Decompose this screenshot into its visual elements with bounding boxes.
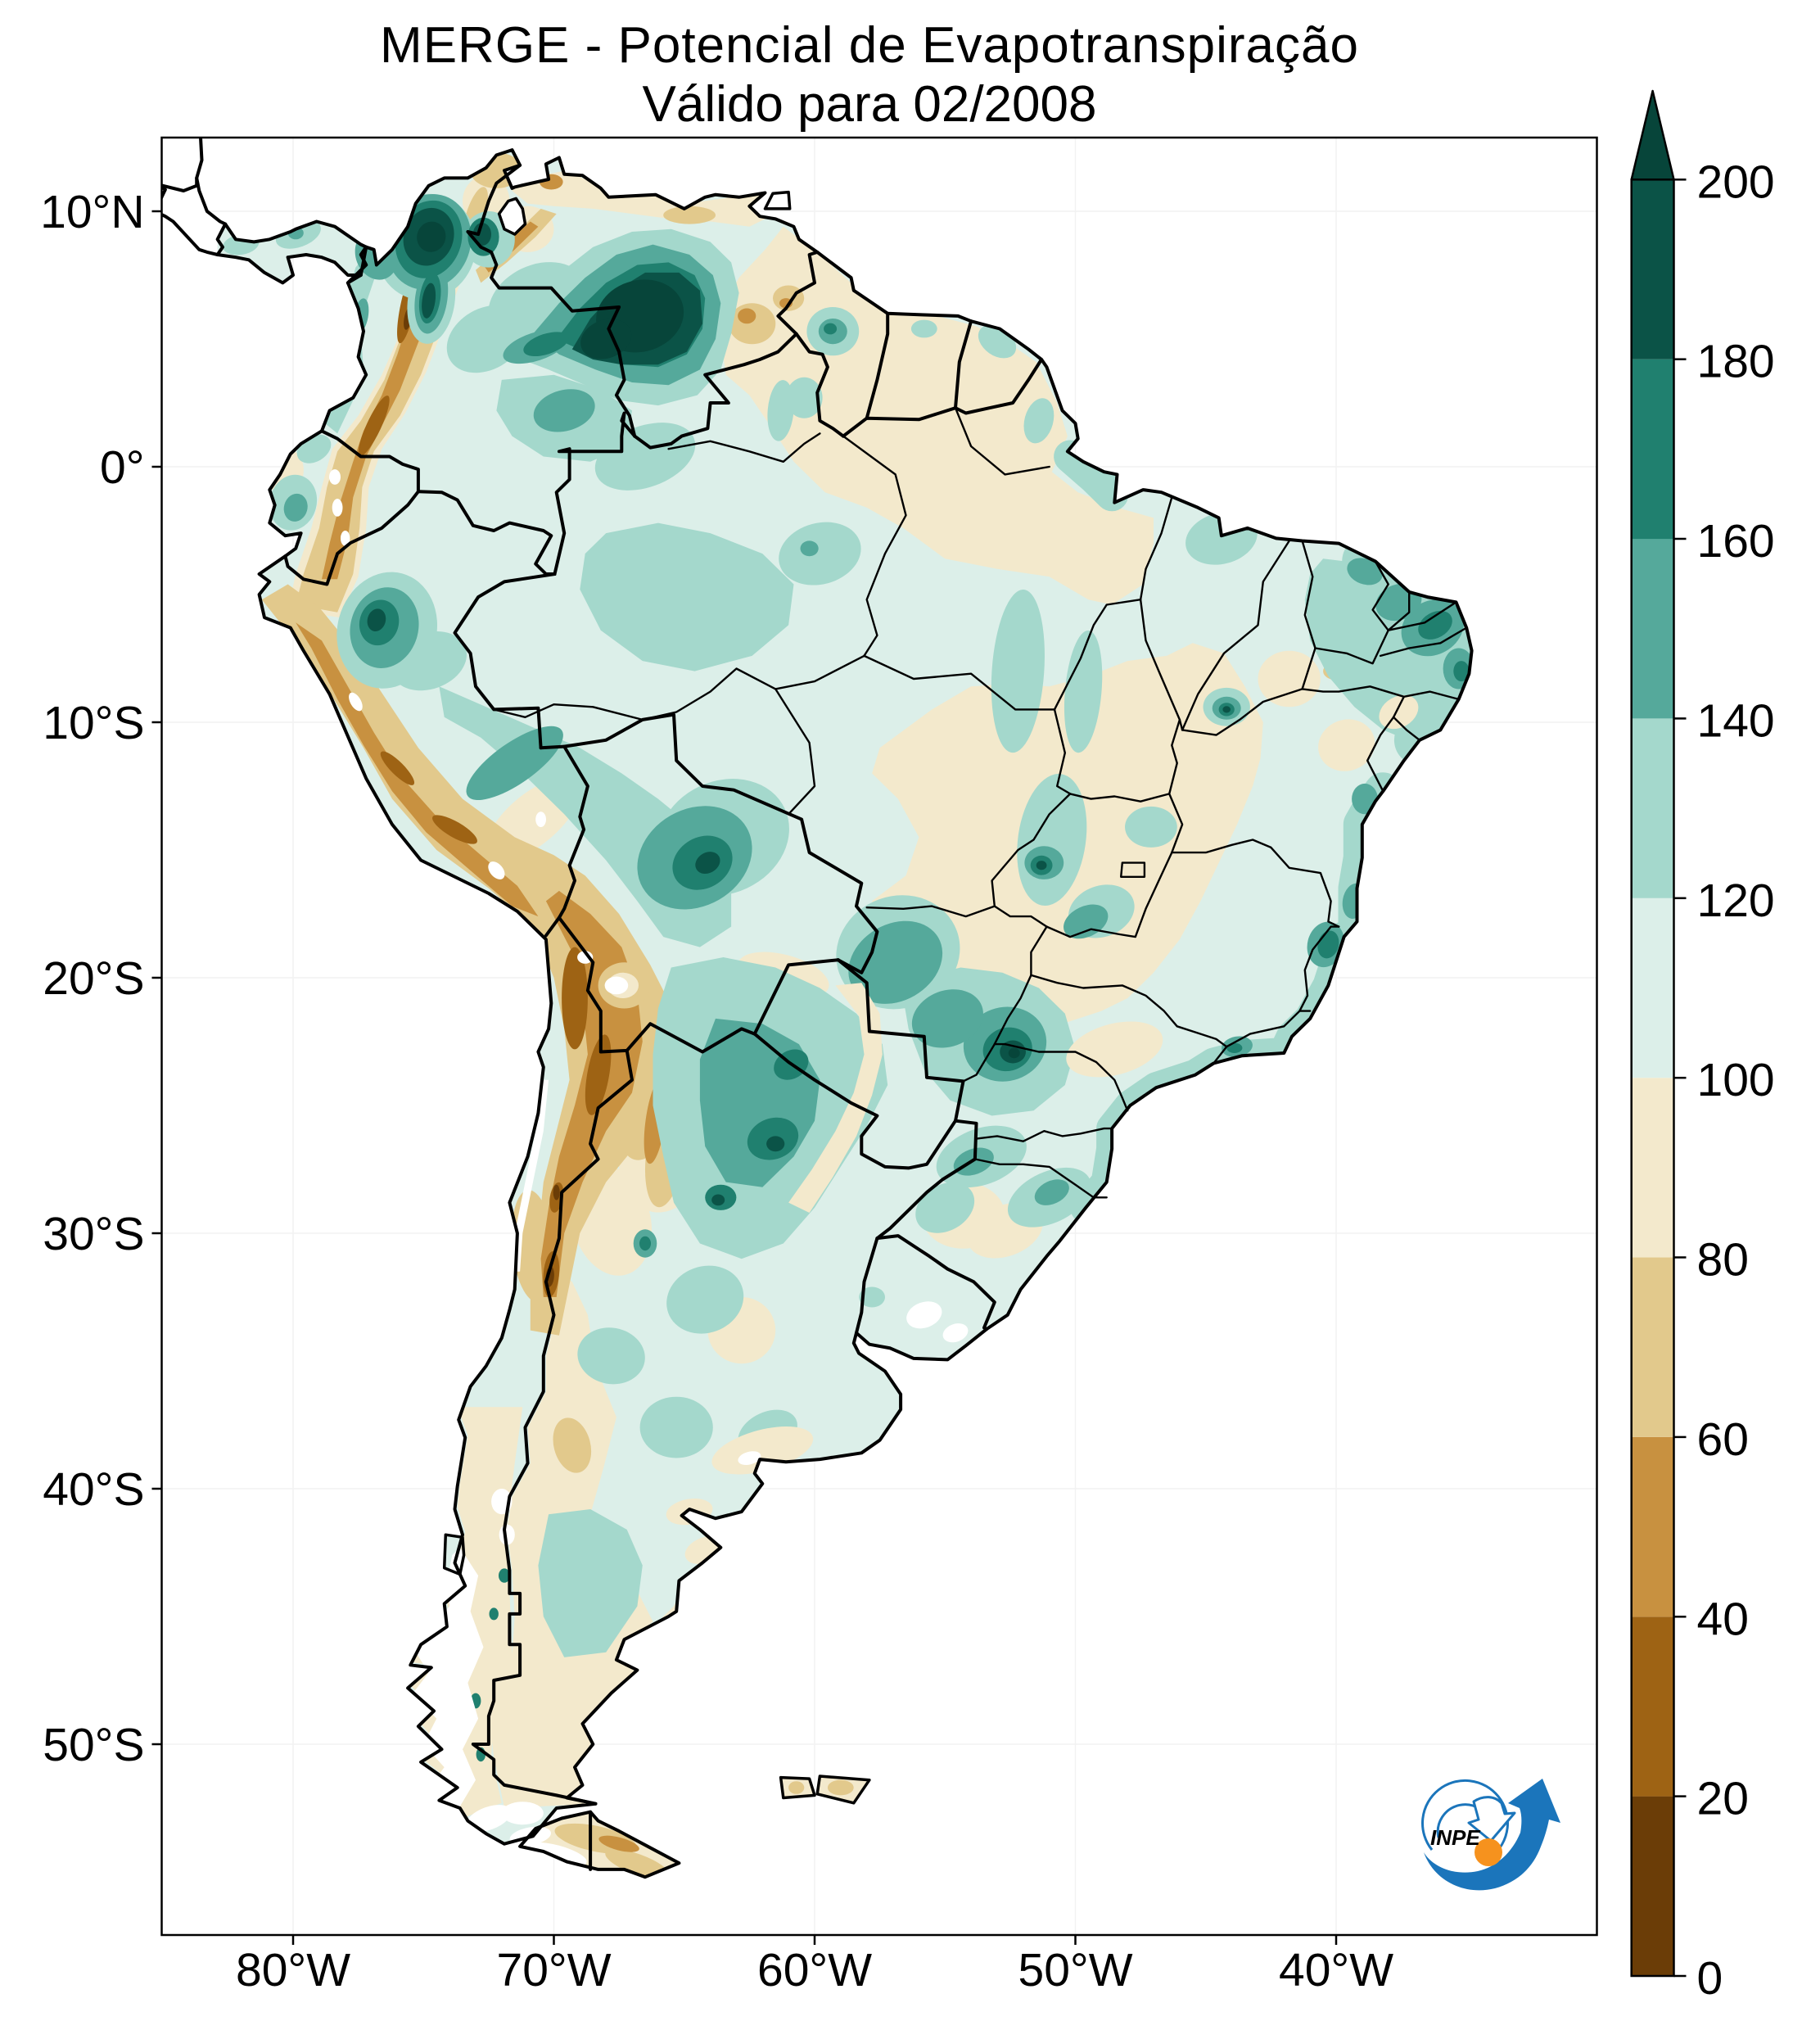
svg-text:0: 0 <box>1697 1952 1723 2005</box>
svg-text:40°S: 40°S <box>43 1463 144 1516</box>
svg-text:MERGE - Potencial de Evapotran: MERGE - Potencial de Evapotranspiração <box>380 17 1359 74</box>
svg-text:120: 120 <box>1697 875 1775 927</box>
svg-text:INPE: INPE <box>1430 1825 1480 1850</box>
svg-text:140: 140 <box>1697 694 1775 747</box>
svg-text:0°: 0° <box>100 441 145 494</box>
svg-text:180: 180 <box>1697 336 1775 388</box>
svg-text:20°S: 20°S <box>43 952 144 1005</box>
svg-text:60°W: 60°W <box>757 1944 872 1996</box>
svg-text:100: 100 <box>1697 1054 1775 1106</box>
svg-text:80: 80 <box>1697 1234 1749 1286</box>
svg-text:10°S: 10°S <box>43 697 144 749</box>
svg-text:20: 20 <box>1697 1773 1749 1825</box>
svg-text:200: 200 <box>1697 156 1775 208</box>
svg-text:40°W: 40°W <box>1279 1944 1393 1996</box>
svg-text:50°W: 50°W <box>1018 1944 1133 1996</box>
svg-text:30°S: 30°S <box>43 1208 144 1260</box>
svg-text:60: 60 <box>1697 1413 1749 1466</box>
svg-text:80°W: 80°W <box>236 1944 350 1996</box>
svg-text:Válido para 02/2008: Válido para 02/2008 <box>642 76 1096 133</box>
svg-text:70°W: 70°W <box>497 1944 612 1996</box>
svg-text:50°S: 50°S <box>43 1719 144 1771</box>
svg-text:10°N: 10°N <box>40 186 144 238</box>
svg-text:160: 160 <box>1697 515 1775 567</box>
svg-text:40: 40 <box>1697 1593 1749 1645</box>
